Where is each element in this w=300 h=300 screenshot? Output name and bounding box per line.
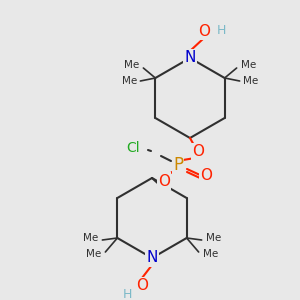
Text: Me: Me [206, 233, 221, 243]
Text: O: O [200, 169, 212, 184]
Text: Me: Me [83, 233, 98, 243]
Text: O: O [192, 145, 204, 160]
Text: Me: Me [202, 249, 218, 259]
Text: Cl: Cl [126, 141, 140, 155]
Text: O: O [136, 278, 148, 293]
Text: N: N [146, 250, 158, 266]
Text: Me: Me [241, 60, 256, 70]
Text: H: H [217, 25, 226, 38]
Text: Me: Me [243, 76, 258, 86]
Text: P: P [173, 156, 183, 174]
Text: Me: Me [122, 76, 137, 86]
Text: Me: Me [86, 249, 101, 259]
Text: O: O [158, 173, 170, 188]
Text: Me: Me [124, 60, 140, 70]
Text: H: H [123, 287, 132, 300]
Text: O: O [198, 23, 210, 38]
Text: N: N [184, 50, 196, 65]
